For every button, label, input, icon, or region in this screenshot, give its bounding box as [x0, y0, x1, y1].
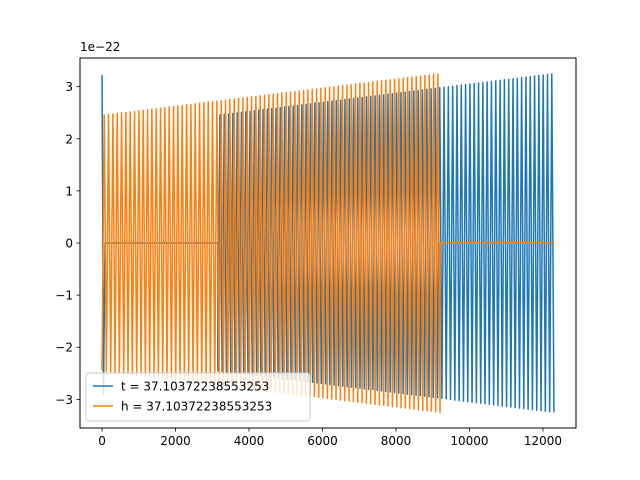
legend-label-1: h = 37.10372238553253 [121, 400, 272, 414]
y-tick-label: 0 [65, 237, 73, 251]
legend: t = 37.10372238553253 h = 37.103722385532… [85, 372, 311, 422]
y-tick-label: 2 [65, 132, 73, 146]
y-axis: −3 −2 −1 0 1 2 3 [55, 80, 80, 407]
y-tick-label: 3 [65, 80, 73, 94]
x-tick-label: 2000 [160, 434, 191, 448]
y-tick-label: 1 [65, 184, 73, 198]
x-tick-label: 0 [98, 434, 106, 448]
x-tick-label: 6000 [307, 434, 338, 448]
y-offset-label: 1e−22 [80, 40, 120, 54]
x-tick-label: 12000 [524, 434, 562, 448]
x-tick-label: 10000 [450, 434, 488, 448]
y-tick-label: −2 [55, 341, 73, 355]
x-tick-label: 8000 [381, 434, 412, 448]
plot-area [101, 73, 555, 414]
y-tick-label: −3 [55, 393, 73, 407]
legend-box [85, 372, 311, 422]
y-tick-label: −1 [55, 289, 73, 303]
legend-label-0: t = 37.10372238553253 [121, 380, 269, 394]
series-line-0 [101, 73, 555, 413]
x-tick-label: 4000 [234, 434, 265, 448]
series-line-1 [101, 73, 554, 414]
x-axis: 0 2000 4000 6000 8000 10000 12000 [98, 428, 562, 448]
